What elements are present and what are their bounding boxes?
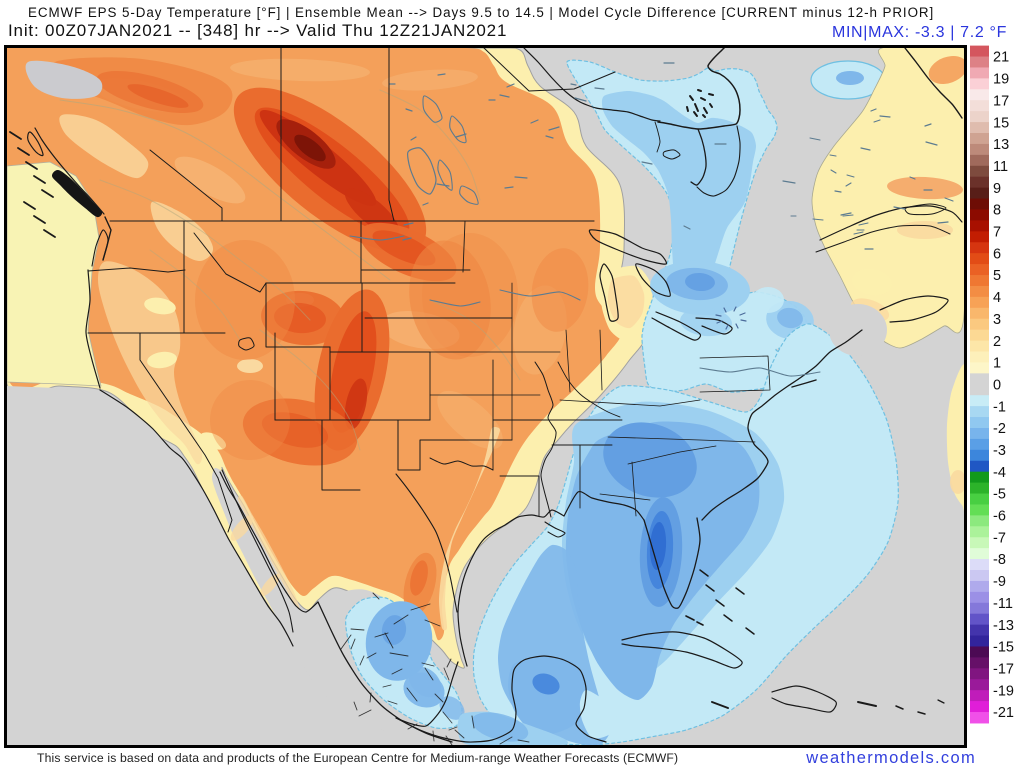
svg-text:-19: -19 [993,683,1014,699]
svg-text:-17: -17 [993,662,1014,678]
svg-text:7: 7 [993,225,1001,241]
svg-text:-5: -5 [993,487,1006,503]
svg-text:-3: -3 [993,443,1006,459]
svg-text:19: 19 [993,72,1009,88]
svg-text:-1: -1 [993,399,1006,415]
svg-text:15: 15 [993,115,1009,131]
svg-text:-13: -13 [993,618,1014,634]
svg-text:11: 11 [993,159,1008,175]
svg-text:1: 1 [993,356,1001,372]
svg-text:3: 3 [993,312,1001,328]
svg-text:17: 17 [993,93,1009,109]
svg-text:9: 9 [993,181,1001,197]
svg-text:-11: -11 [993,596,1013,612]
svg-text:5: 5 [993,268,1001,284]
svg-text:-2: -2 [993,421,1006,437]
svg-text:-6: -6 [993,509,1006,525]
svg-text:-9: -9 [993,574,1006,590]
svg-text:6: 6 [993,246,1001,262]
svg-text:-7: -7 [993,530,1006,546]
svg-text:21: 21 [993,50,1009,66]
svg-text:13: 13 [993,137,1009,153]
svg-text:-15: -15 [993,640,1014,656]
svg-text:8: 8 [993,203,1001,219]
svg-text:-21: -21 [993,705,1014,721]
svg-text:-4: -4 [993,465,1006,481]
svg-text:-8: -8 [993,552,1006,568]
svg-text:4: 4 [993,290,1001,306]
svg-text:0: 0 [993,377,1001,393]
svg-text:2: 2 [993,334,1001,350]
